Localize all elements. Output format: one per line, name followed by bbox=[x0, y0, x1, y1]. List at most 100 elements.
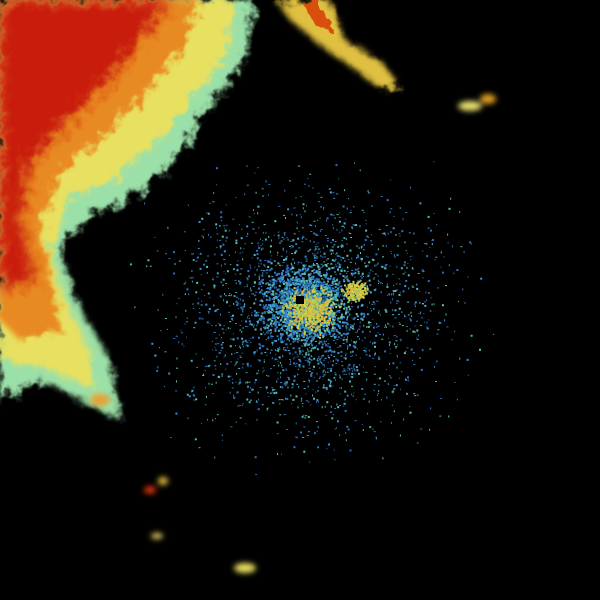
clutter-pixel bbox=[364, 288, 367, 291]
clutter-pixel bbox=[277, 321, 279, 323]
clutter-pixel bbox=[220, 337, 222, 339]
clutter-pixel bbox=[310, 311, 313, 314]
clutter-pixel bbox=[299, 290, 302, 293]
clutter-pixel bbox=[215, 381, 217, 384]
clutter-pixel bbox=[290, 245, 293, 247]
clutter-pixel bbox=[225, 329, 227, 331]
clutter-pixel bbox=[285, 319, 288, 322]
clutter-pixel bbox=[378, 283, 379, 285]
clutter-pixel bbox=[419, 202, 422, 205]
clutter-pixel bbox=[316, 307, 319, 310]
clutter-pixel bbox=[380, 291, 382, 294]
clutter-pixel bbox=[183, 231, 186, 233]
clutter-pixel bbox=[292, 258, 294, 261]
clutter-pixel bbox=[313, 285, 316, 287]
clutter-pixel bbox=[209, 364, 211, 366]
clutter-pixel bbox=[317, 265, 320, 268]
clutter-pixel bbox=[331, 323, 334, 326]
clutter-pixel bbox=[338, 266, 341, 268]
clutter-pixel bbox=[287, 295, 290, 298]
clutter-pixel bbox=[274, 271, 276, 274]
clutter-pixel bbox=[179, 259, 181, 262]
clutter-pixel bbox=[292, 308, 295, 311]
clutter-pixel bbox=[283, 321, 285, 323]
clutter-pixel bbox=[304, 286, 307, 289]
clutter-pixel bbox=[244, 303, 246, 306]
clutter-pixel bbox=[384, 326, 386, 328]
clutter-pixel bbox=[248, 391, 251, 393]
clutter-pixel bbox=[352, 318, 355, 321]
clutter-pixel bbox=[340, 355, 343, 357]
clutter-pixel bbox=[281, 302, 284, 305]
clutter-pixel bbox=[340, 338, 342, 340]
clutter-pixel bbox=[239, 303, 241, 305]
clutter-pixel bbox=[361, 260, 363, 262]
clutter-pixel bbox=[256, 324, 258, 327]
clutter-pixel bbox=[209, 202, 211, 204]
clutter-pixel bbox=[220, 211, 223, 214]
clutter-pixel bbox=[360, 252, 361, 254]
clutter-pixel bbox=[407, 314, 410, 316]
clutter-pixel bbox=[369, 426, 372, 429]
clutter-pixel bbox=[362, 249, 365, 251]
clutter-pixel bbox=[401, 230, 404, 233]
clutter-pixel bbox=[315, 327, 317, 330]
clutter-pixel bbox=[319, 230, 321, 232]
clutter-pixel bbox=[240, 293, 242, 295]
clutter-pixel bbox=[300, 304, 303, 307]
clutter-pixel bbox=[317, 358, 319, 361]
clutter-pixel bbox=[216, 227, 217, 229]
clutter-pixel bbox=[277, 372, 279, 374]
clutter-pixel bbox=[307, 353, 310, 356]
clutter-pixel bbox=[268, 336, 270, 338]
clutter-pixel bbox=[220, 363, 222, 366]
clutter-pixel bbox=[321, 289, 324, 292]
clutter-pixel bbox=[373, 431, 376, 433]
clutter-pixel bbox=[342, 370, 344, 373]
clutter-pixel bbox=[334, 260, 336, 262]
clutter-pixel bbox=[288, 246, 291, 247]
clutter-pixel bbox=[287, 272, 290, 275]
clutter-pixel bbox=[191, 253, 193, 256]
clutter-pixel bbox=[390, 179, 392, 181]
clutter-pixel bbox=[314, 225, 316, 227]
clutter-pixel bbox=[310, 359, 313, 361]
clutter-pixel bbox=[316, 299, 319, 302]
clutter-pixel bbox=[322, 256, 324, 259]
clutter-pixel bbox=[373, 277, 375, 280]
clutter-pixel bbox=[327, 320, 330, 322]
clutter-pixel bbox=[297, 263, 299, 265]
clutter-pixel bbox=[330, 242, 333, 244]
clutter-pixel bbox=[356, 285, 359, 288]
clutter-pixel bbox=[292, 305, 295, 307]
clutter-pixel bbox=[422, 349, 424, 352]
clutter-pixel bbox=[406, 326, 408, 327]
clutter-pixel bbox=[286, 285, 288, 288]
clutter-pixel bbox=[391, 404, 393, 406]
clutter-pixel bbox=[298, 310, 301, 313]
clutter-pixel bbox=[383, 380, 386, 382]
clutter-pixel bbox=[367, 321, 370, 324]
clutter-pixel bbox=[246, 341, 249, 343]
clutter-pixel bbox=[279, 280, 282, 283]
clutter-pixel bbox=[228, 295, 231, 297]
clutter-pixel bbox=[342, 343, 345, 344]
clutter-pixel bbox=[270, 284, 273, 287]
clutter-pixel bbox=[304, 416, 306, 419]
clutter-pixel bbox=[293, 233, 296, 235]
clutter-pixel bbox=[335, 253, 337, 255]
clutter-pixel bbox=[339, 434, 341, 437]
clutter-pixel bbox=[343, 336, 345, 338]
clutter-pixel bbox=[334, 336, 336, 339]
clutter-pixel bbox=[395, 289, 398, 291]
clutter-pixel bbox=[317, 242, 319, 244]
clutter-pixel bbox=[226, 300, 228, 302]
clutter-pixel bbox=[338, 282, 341, 285]
clutter-pixel bbox=[295, 395, 298, 398]
clutter-pixel bbox=[295, 436, 298, 438]
clutter-pixel bbox=[350, 294, 353, 297]
clutter-pixel bbox=[302, 264, 305, 267]
clutter-pixel bbox=[365, 371, 368, 373]
clutter-pixel bbox=[340, 334, 343, 337]
clutter-pixel bbox=[316, 263, 319, 266]
